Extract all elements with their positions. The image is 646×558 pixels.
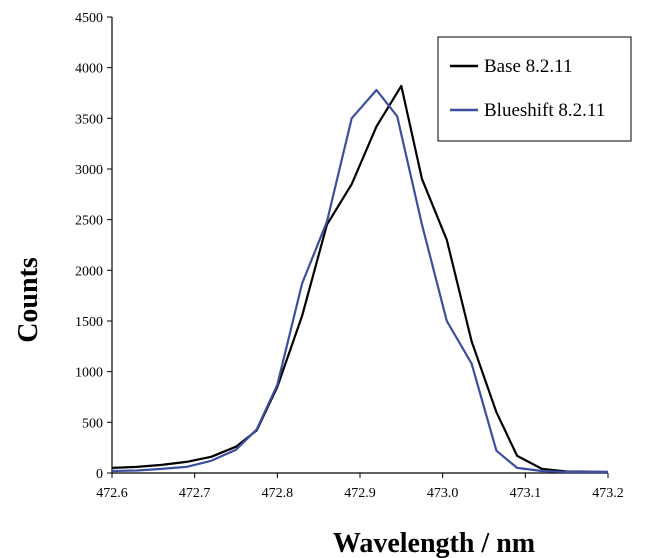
x-axis-title: Wavelength / nm bbox=[333, 528, 535, 558]
y-tick-label: 3500 bbox=[75, 112, 103, 127]
y-tick-label: 2500 bbox=[75, 214, 103, 229]
series-line-base bbox=[111, 84, 609, 474]
x-tick-label: 472.6 bbox=[96, 486, 128, 501]
tick-group: 0 500 1000 1500 2000 2500 3000 3500 4000 4500 472.… bbox=[75, 11, 624, 501]
legend-box bbox=[437, 36, 632, 142]
series-line-blueshift bbox=[111, 88, 608, 474]
series-group bbox=[111, 84, 609, 474]
y-tick-label: 1500 bbox=[75, 315, 103, 330]
y-tick-label: 4500 bbox=[75, 11, 103, 26]
legend: Base 8.2.11 Blueshift 8.2.11 bbox=[437, 36, 632, 142]
y-tick-label: 3000 bbox=[75, 163, 103, 178]
y-tick-label: 0 bbox=[96, 467, 103, 482]
y-tick-label: 4000 bbox=[75, 62, 103, 77]
y-tick-label: 500 bbox=[82, 416, 103, 431]
y-tick-label: 1000 bbox=[75, 366, 103, 381]
x-tick-label: 473.0 bbox=[427, 486, 459, 501]
x-tick-label: 473.2 bbox=[592, 486, 624, 501]
legend-label-blueshift: Blueshift 8.2.11 bbox=[484, 100, 605, 121]
y-tick-label: 2000 bbox=[75, 264, 103, 279]
x-tick-label: 472.7 bbox=[179, 486, 211, 501]
y-axis-title: Counts bbox=[13, 257, 44, 343]
legend-label-base: Base 8.2.11 bbox=[484, 56, 572, 77]
x-tick-label: 472.9 bbox=[344, 486, 376, 501]
x-tick-label: 473.1 bbox=[510, 486, 542, 501]
x-tick-label: 472.8 bbox=[262, 486, 294, 501]
